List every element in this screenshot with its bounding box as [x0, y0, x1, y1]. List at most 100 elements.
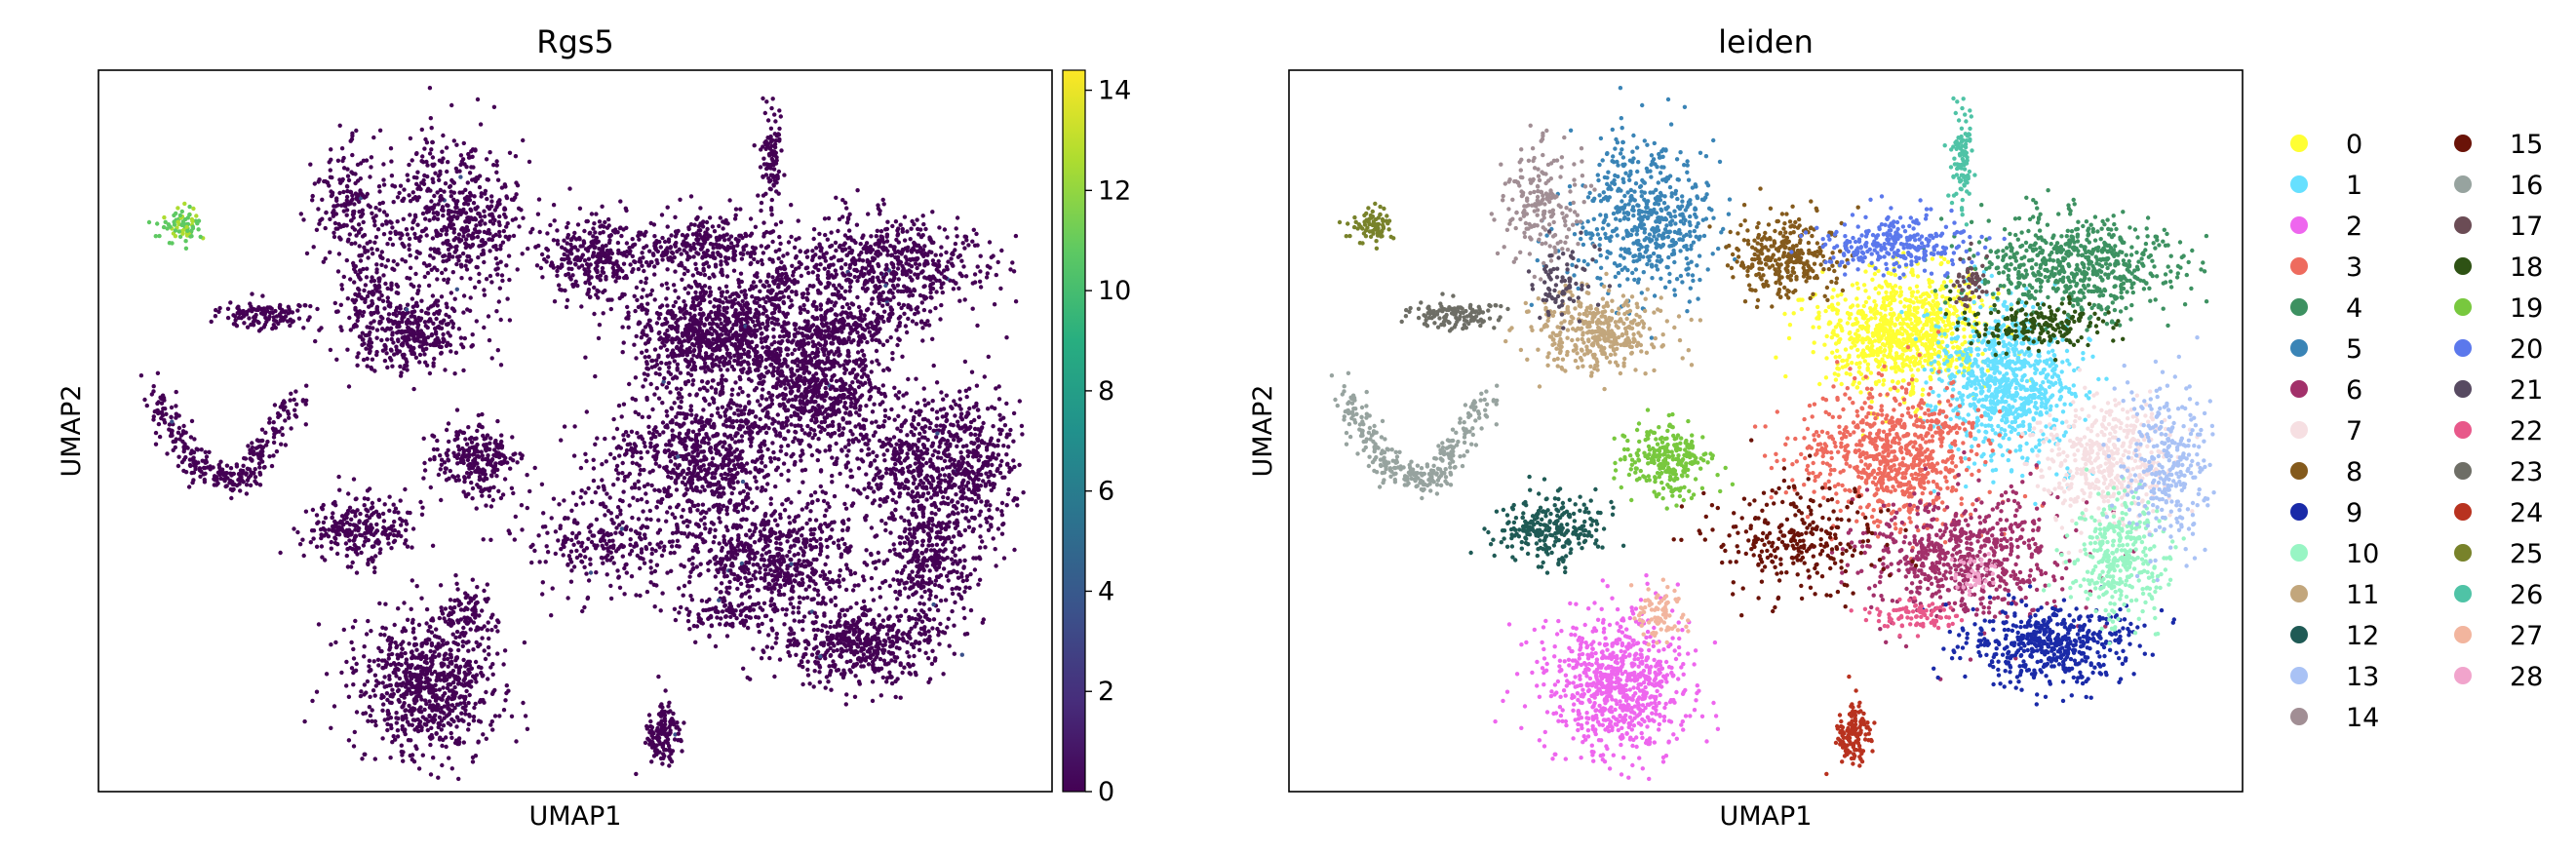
rgs5-point [496, 299, 501, 304]
rgs5-point [781, 461, 787, 466]
rgs5-point [407, 722, 411, 727]
rgs5-point [456, 677, 462, 681]
rgs5-point [724, 322, 730, 327]
rgs5-point [663, 316, 668, 322]
rgs5-point [863, 417, 869, 423]
rgs5-point [429, 640, 435, 646]
rgs5-point [739, 279, 744, 285]
rgs5-point [834, 195, 839, 200]
rgs5-point [437, 251, 442, 255]
rgs5-point [906, 245, 911, 250]
rgs5-point [658, 335, 663, 340]
rgs5-point [485, 582, 489, 587]
rgs5-point [456, 647, 461, 653]
rgs5-point [502, 182, 507, 187]
rgs5-point [448, 598, 453, 602]
rgs5-point [951, 287, 956, 291]
rgs5-point [807, 284, 812, 289]
rgs5-point [800, 533, 804, 538]
rgs5-point [683, 310, 688, 315]
rgs5-point [449, 194, 453, 199]
rgs5-point [871, 275, 876, 280]
rgs5-point [837, 409, 841, 414]
rgs5-point [842, 233, 848, 238]
rgs5-point [449, 703, 455, 708]
rgs5-point [351, 744, 357, 749]
rgs5-point [855, 278, 860, 284]
rgs5-point [709, 424, 714, 429]
rgs5-point [775, 394, 780, 400]
rgs5-point [742, 544, 747, 550]
rgs5-point [768, 496, 773, 501]
rgs5-point [654, 321, 660, 326]
rgs5-point [897, 261, 902, 266]
rgs5-point [685, 331, 691, 336]
rgs5-point [910, 278, 915, 283]
rgs5-point [409, 677, 414, 681]
rgs5-point [625, 474, 630, 479]
rgs5-point [344, 683, 349, 688]
rgs5-point [747, 595, 753, 600]
rgs5-point [679, 514, 684, 520]
rgs5-point [490, 234, 496, 239]
rgs5-point [716, 448, 721, 454]
rgs5-point [825, 544, 830, 550]
rgs5-point [339, 670, 344, 676]
rgs5-point [771, 449, 776, 455]
rgs5-point [873, 430, 878, 435]
rgs5-point [515, 183, 521, 188]
rgs5-point [687, 470, 692, 476]
rgs5-point [698, 291, 703, 295]
rgs5-point [667, 485, 672, 490]
rgs5-point [796, 605, 801, 610]
rgs5-point [840, 416, 845, 421]
rgs5-point [341, 627, 346, 633]
rgs5-point [772, 569, 777, 574]
rgs5-point [760, 553, 764, 558]
rgs5-point [801, 395, 806, 400]
rgs5-point [898, 222, 903, 227]
rgs5-point [912, 241, 917, 246]
rgs5-point [683, 415, 687, 421]
rgs5-point [379, 262, 384, 267]
rgs5-point [525, 726, 530, 731]
rgs5-point [715, 406, 721, 411]
rgs5-point [740, 298, 745, 304]
rgs5-point [893, 250, 898, 255]
rgs5-point [632, 442, 637, 446]
rgs5-point [804, 254, 810, 259]
rgs5-point [852, 274, 857, 280]
rgs5-point [860, 258, 866, 263]
rgs5-point [822, 216, 828, 221]
rgs5-point [734, 447, 739, 452]
rgs5-point [364, 690, 369, 695]
rgs5-point [689, 325, 695, 330]
rgs5-point [751, 563, 756, 567]
rgs5-point [858, 380, 863, 385]
rgs5-point [724, 274, 730, 279]
rgs5-point [785, 418, 790, 423]
rgs5-point [740, 389, 745, 395]
rgs5-point [709, 385, 714, 390]
rgs5-point [828, 444, 833, 448]
rgs5-point [444, 232, 449, 237]
rgs5-point [638, 449, 644, 455]
rgs5-point [446, 216, 451, 221]
rgs5-point [823, 385, 828, 391]
rgs5-point [430, 206, 435, 211]
rgs5-point [812, 299, 817, 304]
rgs5-point [578, 495, 583, 500]
rgs5-point [712, 556, 717, 561]
rgs5-point [636, 479, 641, 484]
rgs5-point [697, 476, 702, 481]
rgs5-point [741, 411, 747, 416]
rgs5-point [657, 464, 662, 469]
rgs5-point [774, 385, 779, 391]
rgs5-point [809, 500, 815, 505]
rgs5-point [480, 608, 485, 613]
rgs5-point [754, 479, 759, 484]
rgs5-point [891, 294, 896, 300]
rgs5-point [877, 386, 881, 392]
rgs5-point [429, 147, 434, 152]
rgs5-point [743, 430, 748, 435]
